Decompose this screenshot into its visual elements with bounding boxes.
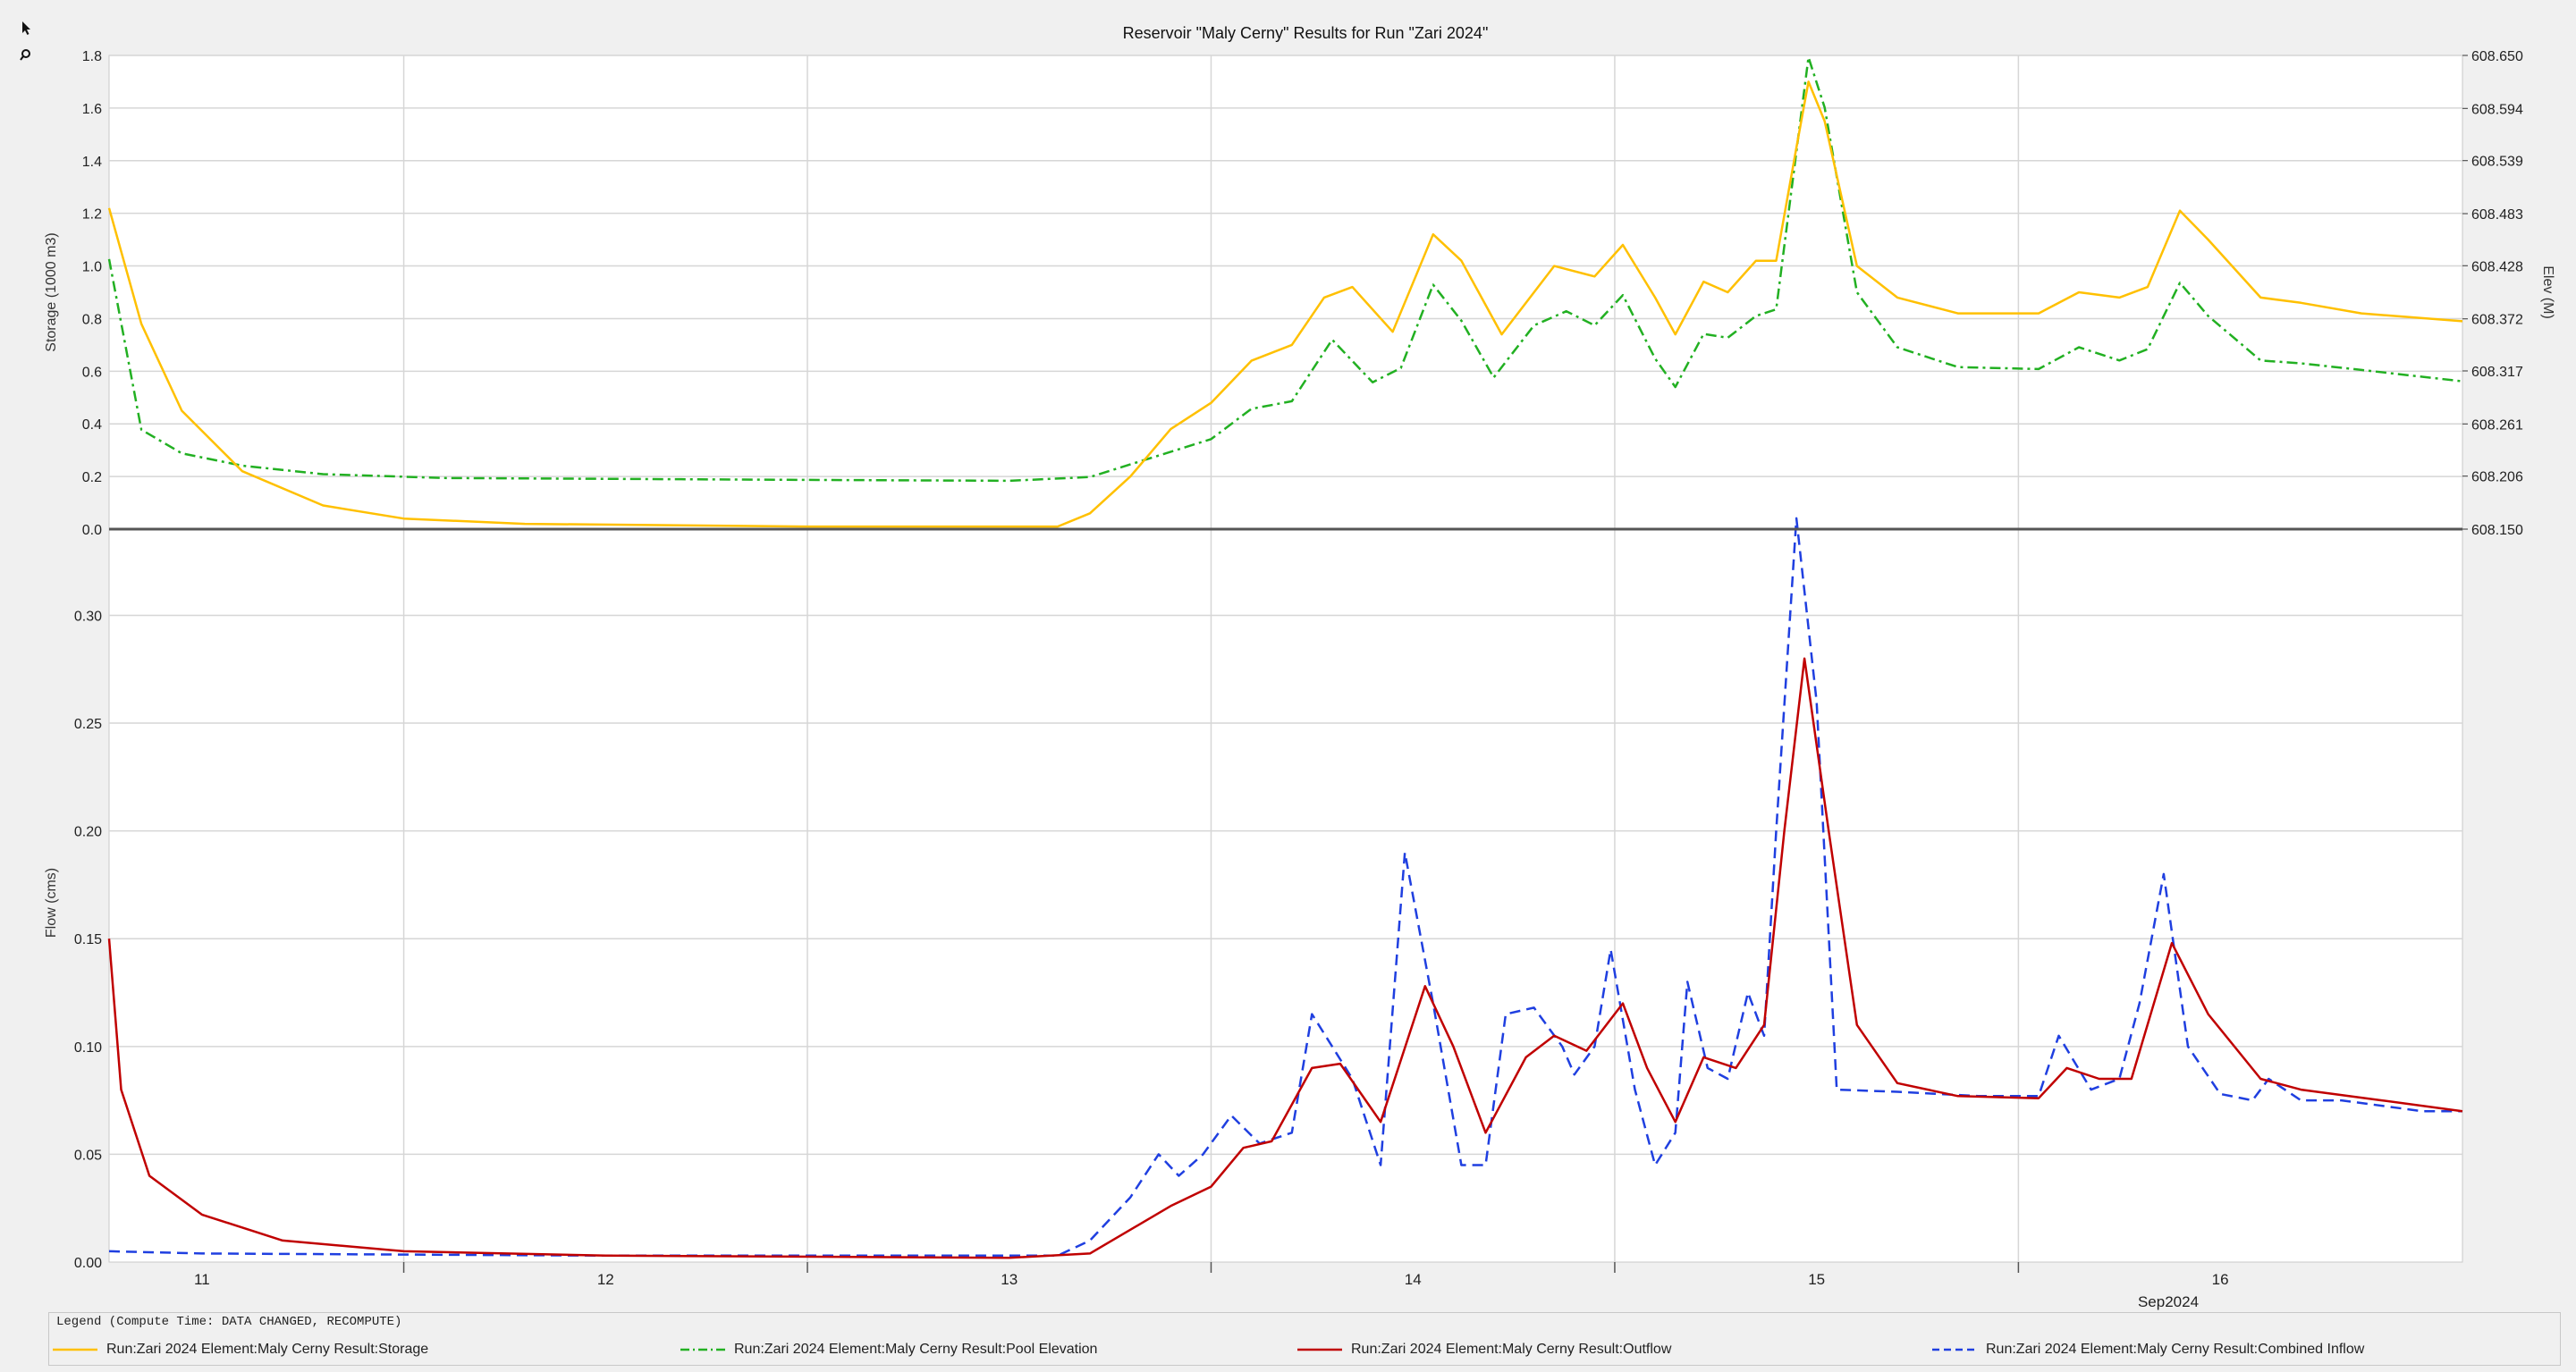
elevation-tick-label: 608.150 — [2471, 523, 2523, 538]
x-tick-label: 12 — [597, 1271, 614, 1288]
flow-axis-label: Flow (cms) — [44, 868, 59, 938]
storage-plot-area — [108, 55, 2463, 530]
storage-tick-label: 1.4 — [82, 155, 102, 170]
flow-tick-label: 0.20 — [74, 825, 102, 840]
combined-inflow-line — [108, 517, 2462, 1258]
flow-plot-area — [108, 528, 2463, 1263]
legend-label-pool-elevation: Run:Zari 2024 Element:Maly Cerny Result:… — [734, 1342, 1098, 1357]
legend-item-outflow: Run:Zari 2024 Element:Maly Cerny Result:… — [1297, 1340, 1671, 1359]
elevation-tick-label: 608.261 — [2471, 417, 2523, 433]
elevation-tick-label: 608.372 — [2471, 313, 2523, 328]
elevation-tick-label: 608.594 — [2471, 102, 2523, 117]
storage-tick-label: 0.6 — [82, 365, 102, 380]
elevation-axis-label: Elev (M) — [2540, 265, 2555, 319]
storage-line — [107, 80, 2463, 528]
elevation-tick-label: 608.650 — [2471, 49, 2523, 64]
storage-tick-label: 1.6 — [82, 102, 102, 117]
storage-tick-label: 0.8 — [82, 312, 102, 327]
elevation-tick-label: 608.317 — [2471, 365, 2523, 380]
storage-axis-label: Storage (1000 m3) — [44, 232, 59, 351]
x-period-label: Sep2024 — [2138, 1293, 2199, 1310]
storage-tick-label: 0.4 — [82, 417, 102, 433]
x-tick-label: 15 — [1808, 1271, 1825, 1288]
magnifier-icon[interactable] — [18, 46, 34, 63]
flow-tick-label: 0.25 — [74, 717, 102, 732]
storage-tick-label: 1.2 — [82, 207, 102, 223]
legend-label-combined-inflow: Run:Zari 2024 Element:Maly Cerny Result:… — [1986, 1342, 2365, 1357]
legend-heading: Legend (Compute Time: DATA CHANGED, RECO… — [56, 1315, 402, 1329]
storage-tick-label: 0.0 — [82, 523, 102, 538]
elevation-tick-label: 608.483 — [2471, 207, 2523, 223]
x-tick-label: 14 — [1405, 1271, 1422, 1288]
legend-swatch-storage — [53, 1348, 97, 1351]
legend-swatch-combined-inflow — [1932, 1348, 1977, 1351]
legend-label-storage: Run:Zari 2024 Element:Maly Cerny Result:… — [106, 1342, 429, 1357]
flow-tick-label: 0.10 — [74, 1040, 102, 1056]
axes: 11 12 13 14 15 16 0.0 0.2 0.4 0.6 0.8 1.0 1.2 1.4 1.6 1… — [74, 49, 2523, 1288]
flow-tick-label: 0.30 — [74, 609, 102, 624]
elevation-tick-label: 608.539 — [2471, 155, 2523, 170]
storage-tick-label: 1.0 — [82, 260, 102, 275]
legend-item-storage: Run:Zari 2024 Element:Maly Cerny Result:… — [53, 1340, 428, 1359]
legend-swatch-pool-elevation — [680, 1348, 725, 1351]
x-tick-label: 11 — [194, 1271, 210, 1288]
flow-tick-label: 0.00 — [74, 1256, 102, 1271]
outflow-line — [107, 657, 2463, 1259]
legend-label-outflow: Run:Zari 2024 Element:Maly Cerny Result:… — [1351, 1342, 1672, 1357]
flow-tick-label: 0.15 — [74, 932, 102, 947]
series-lines — [107, 55, 2463, 1259]
elevation-tick-label: 608.206 — [2471, 470, 2523, 485]
x-tick-label: 16 — [2212, 1271, 2229, 1288]
elevation-tick-label: 608.428 — [2471, 259, 2523, 274]
legend-item-combined-inflow: Run:Zari 2024 Element:Maly Cerny Result:… — [1932, 1340, 2364, 1359]
chart-title: Reservoir "Maly Cerny" Results for Run "… — [1123, 24, 1489, 42]
storage-tick-label: 1.8 — [82, 49, 102, 64]
legend-item-pool-elevation: Run:Zari 2024 Element:Maly Cerny Result:… — [680, 1340, 1097, 1359]
storage-tick-label: 0.2 — [82, 470, 102, 485]
legend: Legend (Compute Time: DATA CHANGED, RECO… — [48, 1312, 2561, 1366]
x-tick-label: 13 — [1001, 1271, 1018, 1288]
legend-swatch-outflow — [1297, 1348, 1342, 1351]
flow-tick-label: 0.05 — [74, 1148, 102, 1163]
arrow-pointer-icon[interactable] — [18, 20, 34, 36]
grid-lines — [109, 55, 2462, 1262]
